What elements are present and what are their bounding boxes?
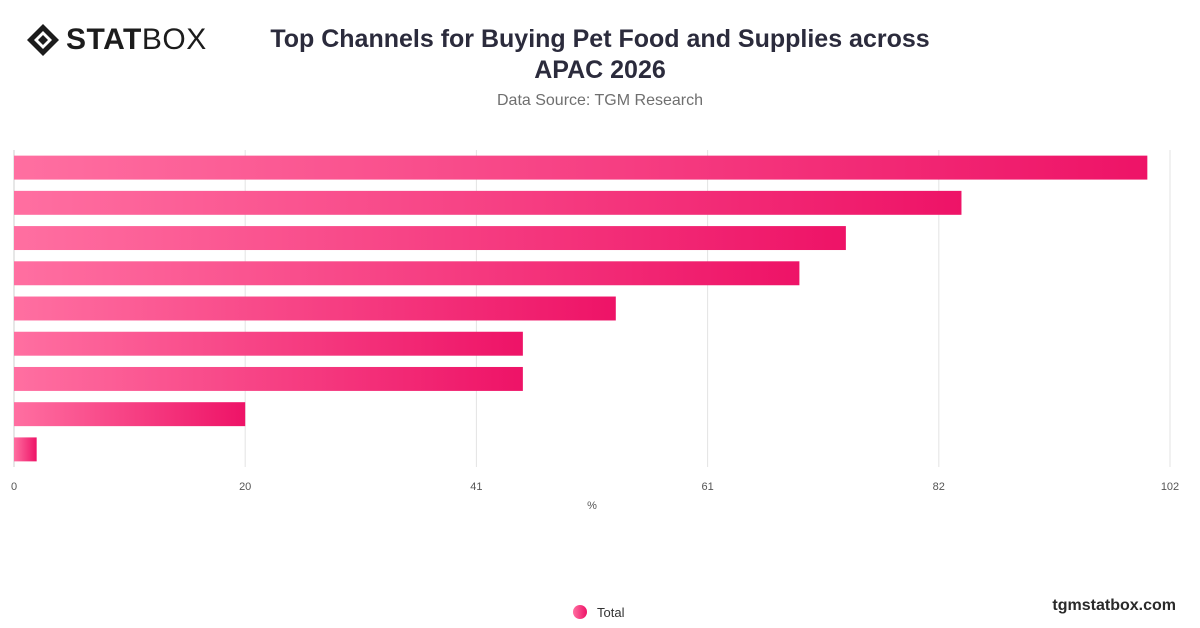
diamond-logo-icon [27,24,59,56]
bar[interactable] [14,190,962,215]
bar[interactable] [14,226,846,251]
legend[interactable]: Total [573,602,624,622]
chart-subtitle: Data Source: TGM Research [496,92,703,109]
bar[interactable] [14,296,616,321]
x-tick-label: 82 [933,481,945,493]
x-tick-label: 102 [1161,481,1179,493]
chart-title: Top Channels for Buying Pet Food and Sup… [260,24,940,86]
x-tick-label: 0 [11,481,17,493]
x-tick-label: 20 [239,481,251,493]
footer-site: tgmstatbox.com [1052,597,1176,614]
chart-title-line-1: Top Channels for Buying Pet Food and Sup… [270,25,930,53]
bar[interactable] [14,437,37,462]
x-axis-ticks: 0 20 41 61 82 102 [11,481,1179,493]
bar[interactable] [14,331,523,356]
bar[interactable] [14,155,1148,180]
bars [14,155,1148,462]
legend-marker [573,605,587,619]
x-tick-label: 41 [470,481,482,493]
chart-title-line-2: APAC 2026 [534,56,666,84]
legend-label-total: Total [597,604,625,620]
statbox-logo: STATBOX [26,22,207,58]
x-tick-label: 61 [701,481,713,493]
bar[interactable] [14,402,246,427]
x-axis-label: % [587,500,597,512]
bar[interactable] [14,366,523,391]
logo-wordmark: STATBOX [66,23,207,56]
bar[interactable] [14,261,800,286]
